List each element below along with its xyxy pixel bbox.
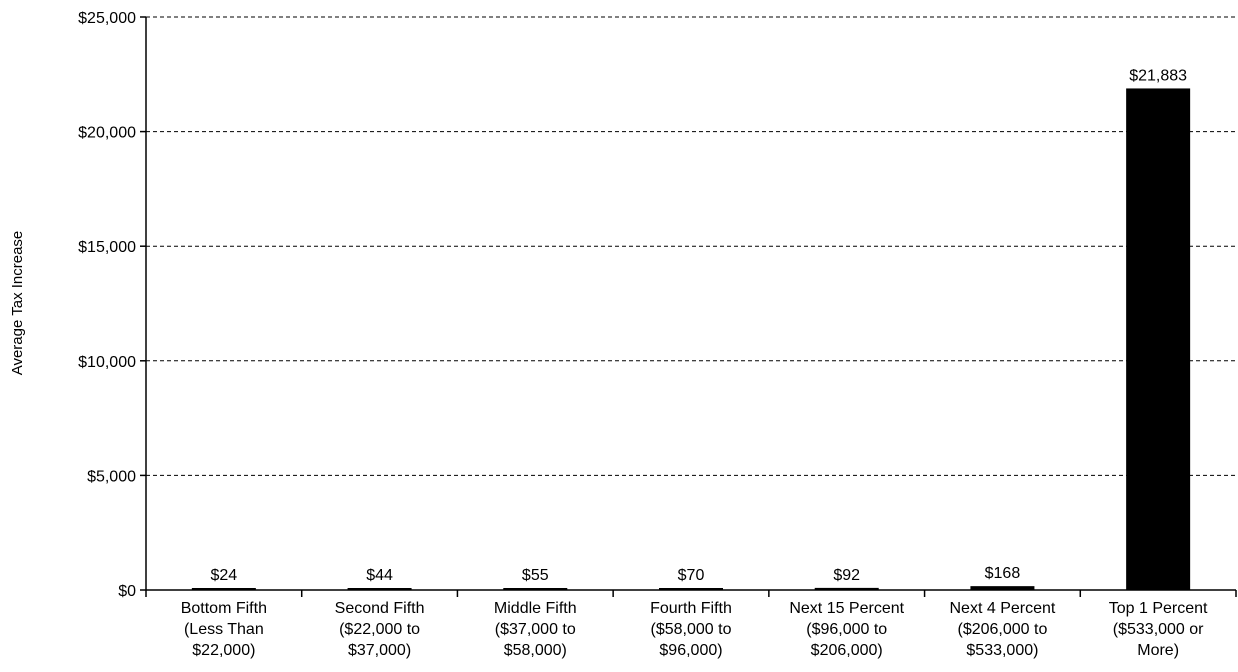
category-label: ($58,000 to [651, 621, 732, 638]
gridlines [146, 16, 1236, 476]
category-label: Next 15 Percent [789, 600, 904, 617]
data-label: $70 [678, 567, 705, 584]
bar [1126, 88, 1191, 590]
category-label: Second Fifth [335, 600, 425, 617]
y-tick-label: $15,000 [78, 239, 136, 256]
category-label: $22,000) [192, 642, 255, 659]
y-axis-title: Average Tax Increase [9, 231, 26, 376]
category-label: Middle Fifth [494, 600, 577, 617]
category-label: ($96,000 to [806, 621, 887, 638]
bar [970, 586, 1035, 590]
category-label: Bottom Fifth [181, 600, 267, 617]
category-label: ($533,000 or [1113, 621, 1204, 638]
category-label: $58,000) [504, 642, 567, 659]
data-label: $55 [522, 567, 549, 584]
category-label: $96,000) [659, 642, 722, 659]
category-label: Fourth Fifth [650, 600, 732, 617]
category-label: Next 4 Percent [950, 600, 1056, 617]
data-label: $168 [985, 565, 1021, 582]
bar [347, 588, 412, 590]
category-label: Top 1 Percent [1109, 600, 1208, 617]
y-tick-label: $20,000 [78, 125, 136, 142]
y-tick-label: $25,000 [78, 10, 136, 27]
category-label: $37,000) [348, 642, 411, 659]
bar [659, 588, 723, 590]
category-label: More) [1137, 642, 1179, 659]
category-label: ($37,000 to [495, 621, 576, 638]
axes [140, 16, 1237, 597]
bars [191, 88, 1191, 590]
data-label: $44 [366, 567, 393, 584]
category-label: $533,000) [966, 642, 1038, 659]
bar [814, 587, 879, 590]
y-tick-label: $0 [118, 583, 136, 600]
category-label: ($206,000 to [957, 621, 1047, 638]
data-label: $21,883 [1129, 67, 1187, 84]
data-label: $92 [833, 567, 860, 584]
y-tick-label: $5,000 [87, 468, 136, 485]
category-label: ($22,000 to [339, 621, 420, 638]
category-label: (Less Than [184, 621, 264, 638]
y-tick-label: $10,000 [78, 354, 136, 371]
bar [503, 588, 568, 590]
bar [191, 588, 256, 590]
labels: $0 $5,000 $10,000 $15,000 $20,000 $25,000 $24 B… [78, 10, 1208, 659]
data-label: $24 [211, 567, 238, 584]
category-label: $206,000) [811, 642, 883, 659]
